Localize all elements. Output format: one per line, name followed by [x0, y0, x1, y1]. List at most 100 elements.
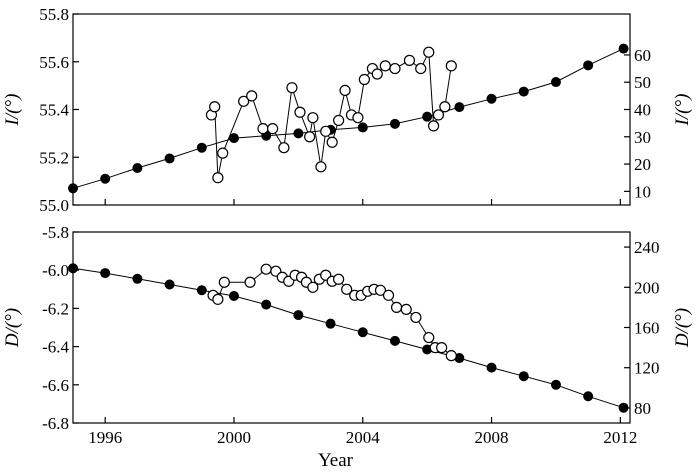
chart-2-series-1-point [261, 299, 272, 310]
chart-2-x-tick-label: 2004 [346, 428, 381, 447]
chart-1-series-2-point [352, 112, 364, 124]
chart-1-series-1-point [550, 77, 561, 88]
chart-1-series-2-point [209, 101, 221, 113]
chart-1-y2-tick-label: 30 [634, 128, 651, 147]
chart-1-series-2-point [267, 123, 279, 135]
chart-2-series-2-point [436, 342, 448, 354]
chart-1-series-2-point [326, 136, 338, 148]
chart-2-series-1-point [228, 290, 239, 301]
chart-2-series-2-point [333, 273, 345, 285]
chart-2-series-1-point [325, 318, 336, 329]
chart-2-series-1-point [164, 279, 175, 290]
chart-1-y-tick-label: 55.6 [39, 53, 69, 72]
chart-2-x-tick-label: 2012 [603, 428, 637, 447]
chart-1-series-1-point [164, 153, 175, 164]
chart-2-series-1-line [72, 267, 624, 409]
chart-1-series-2-point [257, 123, 269, 135]
chart-2-x-tick-label: 2000 [217, 428, 251, 447]
chart-2-series-1-point [196, 285, 207, 296]
chart-2-series-1-point [357, 327, 368, 338]
chart-2-series-2-point [423, 331, 435, 344]
chart-1-series-2-point [371, 68, 383, 80]
chart-1-series-2-point [379, 60, 391, 72]
chart-1-y2-axis-title: I/(°) [672, 94, 693, 127]
chart-2-series-1-point [293, 310, 304, 321]
chart-1-y2-tick-label: 40 [634, 101, 651, 120]
chart-1-series-1-line [72, 48, 624, 189]
x-axis-title: Year [318, 450, 354, 471]
chart-1-series-1-point [486, 93, 497, 104]
chart-1-y-tick-label: 55.8 [39, 5, 69, 24]
chart-2-y-tick-label: -5.8 [42, 223, 69, 242]
chart-1-series-2-point [304, 131, 316, 143]
chart-2-series-2-point [244, 276, 256, 288]
chart-1-series-1-point [196, 142, 207, 153]
chart-1-series-1-point [422, 111, 433, 122]
chart-2-x-tick-label: 1996 [88, 428, 122, 447]
chart-2-series-1-point [100, 268, 111, 279]
chart-1-series-2-point [212, 172, 224, 184]
chart-2-y2-tick-label: 120 [634, 359, 660, 378]
chart-1-y2-tick-label: 60 [634, 46, 651, 65]
chart-2-plot-frame [72, 231, 631, 424]
chart-1-series-1-point [618, 43, 629, 54]
chart-1-series-2-point [278, 142, 290, 154]
chart-2-series-2-point [374, 284, 387, 296]
chart-2-series-1-point [518, 371, 529, 382]
chart-2-series-1-point [132, 273, 143, 284]
chart-1-series-2-point [423, 46, 435, 58]
chart-2-y-tick-label: -6.6 [42, 376, 69, 395]
chart-1-series-2-line [210, 50, 452, 178]
chart-2-series-2-point [445, 350, 457, 362]
chart-1-series-2-point [307, 112, 319, 124]
chart-1-series-2-point [246, 90, 258, 102]
chart-2-y2-tick-label: 240 [634, 238, 660, 257]
chart-2-y-tick-label: -6.8 [42, 414, 69, 433]
chart-1-series-1-point [389, 118, 400, 129]
chart-1-series-1-point [583, 60, 594, 71]
chart-2-y2-tick-label: 160 [634, 319, 660, 338]
chart-2-series-2-point [218, 276, 230, 288]
chart-2-y2-axis-title: D/(°) [672, 308, 693, 348]
chart-1-series-1-point [518, 86, 529, 97]
chart-1-series-2-point [217, 147, 229, 159]
chart-2-y2-tick-label: 200 [634, 278, 660, 297]
chart-2-series-2-point [410, 311, 422, 324]
chart-1-series-2-point [439, 101, 451, 113]
chart-1-y2-tick-label: 10 [634, 182, 651, 201]
chart-1-series-1-point [132, 162, 143, 173]
chart-2-series-1-point [550, 379, 561, 390]
chart-1-series-2-point [432, 109, 445, 121]
chart-2-series-2-point [400, 303, 412, 316]
chart-2-series-1-point [389, 335, 400, 346]
chart-2-series-2-point [341, 283, 353, 295]
chart-2-y-tick-label: -6.0 [42, 261, 69, 280]
chart-1-y-tick-label: 55.2 [39, 148, 69, 167]
chart-1-series-1-point [228, 133, 239, 144]
chart-2-series-2-point [307, 281, 319, 293]
chart-1-series-2-point [315, 161, 327, 173]
chart-2-y-axis-title: D/(°) [2, 308, 23, 348]
chart-1-y-tick-label: 55.0 [39, 196, 69, 215]
chart-1-series-2-point [294, 106, 306, 118]
chart-1-y-tick-label: 55.4 [39, 101, 69, 120]
chart-1-series-2-point [358, 73, 370, 86]
chart-1-y2-tick-label: 50 [634, 73, 651, 92]
chart-2-y-tick-label: -6.4 [42, 338, 69, 357]
chart-1-series-2-point [320, 125, 332, 137]
chart-2-series-2-point [260, 263, 272, 275]
chart-1-series-1-point [454, 102, 465, 113]
chart-1-series-2-point [428, 120, 440, 132]
chart-1-series-1-point [293, 128, 304, 139]
chart-2-series-1-point [583, 391, 594, 402]
chart-1-series-2-point [389, 62, 401, 75]
chart-2-series-2-point [382, 289, 395, 301]
chart-1-series-2-point [403, 54, 416, 66]
chart-2-x-tick-label: 2008 [475, 428, 509, 447]
chart-1-series-2-point [333, 114, 345, 127]
chart-1-series-1-point [357, 122, 368, 133]
chart-2-y-tick-label: -6.2 [42, 299, 69, 318]
chart-1-series-2-point [238, 95, 250, 107]
chart-2-series-1-point [618, 402, 629, 413]
